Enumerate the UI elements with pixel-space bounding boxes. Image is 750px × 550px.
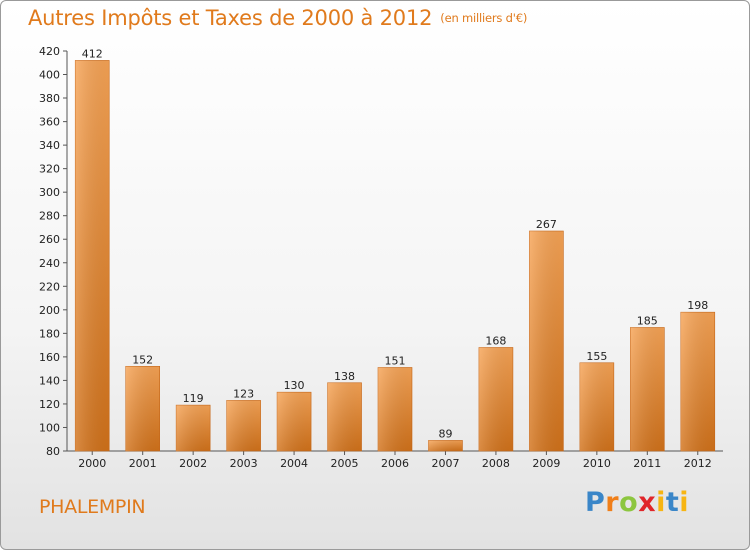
value-label-2011: 185 bbox=[637, 314, 658, 327]
bar-shade-2001 bbox=[125, 366, 160, 451]
bar-shade-2006 bbox=[378, 367, 412, 451]
x-tick-label-2006: 2006 bbox=[381, 457, 409, 470]
x-tick-label-2008: 2008 bbox=[482, 457, 510, 470]
x-tick-label-2012: 2012 bbox=[684, 457, 712, 470]
x-tick-label-2004: 2004 bbox=[280, 457, 308, 470]
chart-title-text: Autres Impôts et Taxes de 2000 à 2012 bbox=[28, 6, 433, 30]
y-tick-label: 100 bbox=[39, 421, 60, 434]
bar-shade-2004 bbox=[277, 392, 312, 451]
bar-shade-2009 bbox=[529, 231, 564, 451]
x-tick-label-2011: 2011 bbox=[633, 457, 661, 470]
y-tick-label: 260 bbox=[39, 233, 60, 246]
y-tick-label: 340 bbox=[39, 139, 60, 152]
x-tick-label-2003: 2003 bbox=[230, 457, 258, 470]
x-tick-label-2009: 2009 bbox=[532, 457, 560, 470]
bar-shade-2008 bbox=[478, 347, 513, 451]
x-tick-label-2007: 2007 bbox=[431, 457, 459, 470]
x-tick-label-2010: 2010 bbox=[583, 457, 611, 470]
value-label-2005: 138 bbox=[334, 370, 355, 383]
y-tick-label: 420 bbox=[39, 45, 60, 58]
bar-shade-2007 bbox=[428, 440, 463, 451]
y-tick-label: 200 bbox=[39, 304, 60, 317]
y-tick-label: 380 bbox=[39, 92, 60, 105]
value-label-2009: 267 bbox=[536, 218, 557, 231]
bar-shade-2010 bbox=[579, 362, 614, 451]
value-label-2003: 123 bbox=[233, 387, 254, 400]
y-tick-label: 240 bbox=[39, 257, 60, 270]
chart-subtitle: (en milliers d'€) bbox=[440, 11, 528, 25]
y-tick-label: 80 bbox=[46, 445, 60, 458]
value-label-2008: 168 bbox=[485, 334, 506, 347]
y-tick-label: 280 bbox=[39, 210, 60, 223]
x-tick-label-2000: 2000 bbox=[78, 457, 106, 470]
bar-shade-2002 bbox=[176, 405, 211, 451]
y-tick-label: 320 bbox=[39, 163, 60, 176]
x-tick-label-2001: 2001 bbox=[129, 457, 157, 470]
y-tick-label: 140 bbox=[39, 374, 60, 387]
bar-shade-2000 bbox=[75, 60, 110, 451]
chart-title: Autres Impôts et Taxes de 2000 à 2012 (en… bbox=[28, 6, 527, 30]
y-tick-label: 160 bbox=[39, 351, 60, 364]
commune-name: PHALEMPIN bbox=[39, 496, 146, 518]
bar-shade-2003 bbox=[226, 400, 261, 451]
x-tick-label-2002: 2002 bbox=[179, 457, 207, 470]
bar-shade-2012 bbox=[680, 312, 715, 451]
value-label-2000: 412 bbox=[82, 47, 103, 60]
y-tick-label: 400 bbox=[39, 69, 60, 82]
value-label-2002: 119 bbox=[183, 392, 204, 405]
y-tick-label: 360 bbox=[39, 116, 60, 129]
value-label-2001: 152 bbox=[132, 353, 153, 366]
bar-shade-2005 bbox=[327, 382, 362, 451]
value-label-2006: 151 bbox=[385, 354, 406, 367]
y-tick-label: 300 bbox=[39, 186, 60, 199]
y-tick-label: 120 bbox=[39, 398, 60, 411]
bar-shade-2011 bbox=[630, 327, 665, 451]
y-tick-label: 180 bbox=[39, 327, 60, 340]
value-label-2010: 155 bbox=[586, 350, 607, 363]
value-label-2007: 89 bbox=[438, 427, 452, 440]
proxiti-logo: Proxiti bbox=[585, 487, 690, 518]
x-tick-label-2005: 2005 bbox=[331, 457, 359, 470]
value-label-2012: 198 bbox=[687, 299, 708, 312]
y-tick-label: 220 bbox=[39, 280, 60, 293]
value-label-2004: 130 bbox=[284, 379, 305, 392]
